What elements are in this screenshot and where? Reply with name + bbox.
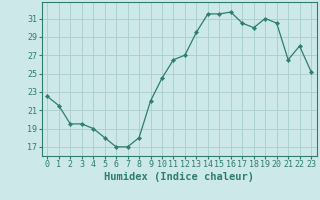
- X-axis label: Humidex (Indice chaleur): Humidex (Indice chaleur): [104, 172, 254, 182]
